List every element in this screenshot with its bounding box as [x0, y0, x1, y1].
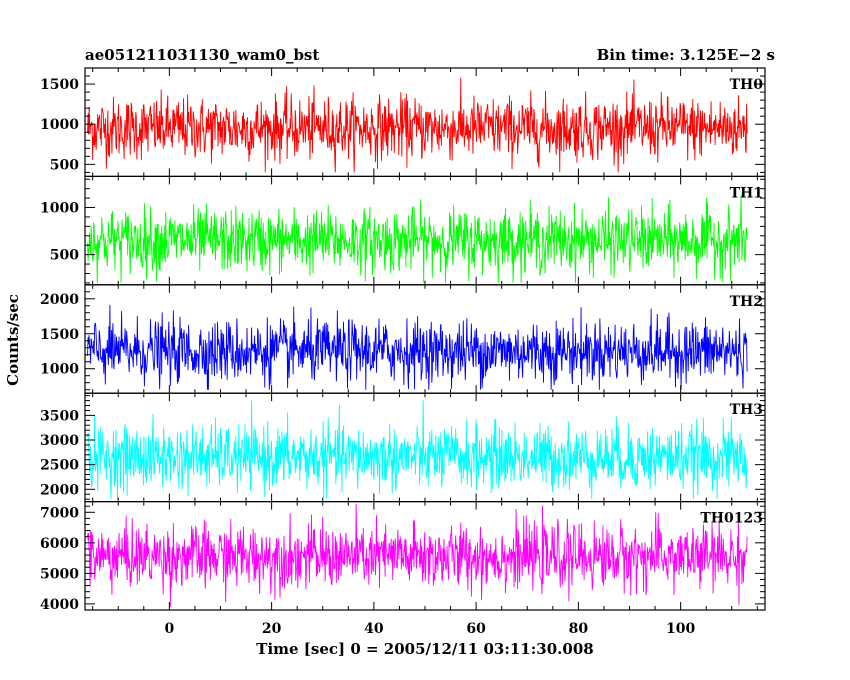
- x-axis-ticks: 0 20 40 60 80 100: [164, 621, 695, 637]
- y-tick-label: 500: [50, 157, 79, 173]
- panel-label-th0123: TH0123: [700, 511, 763, 527]
- y-tick-label: 1500: [40, 327, 79, 343]
- panel-th0: 500 1000 1500 TH0: [40, 67, 766, 178]
- chart-title-right: Bin time: 3.125E−2 s: [597, 46, 775, 64]
- x-axis-label: Time [sec] 0 = 2005/12/11 03:11:30.008: [256, 640, 593, 658]
- panel-label-th1: TH1: [730, 185, 763, 201]
- series-line-th2: [87, 304, 748, 390]
- x-tick-label: 60: [466, 621, 486, 637]
- panel-th1: 500 1000 TH1: [40, 175, 766, 286]
- y-tick-label: 6000: [40, 536, 79, 552]
- x-tick-label: 40: [364, 621, 384, 637]
- y-axis-label: Counts/sec: [4, 294, 22, 386]
- panel-label-th3: TH3: [730, 402, 763, 418]
- y-tick-label: 500: [50, 248, 79, 264]
- series-line-th0: [87, 77, 748, 173]
- y-tick-label: 2500: [40, 458, 79, 474]
- series-line-th1: [87, 194, 748, 283]
- panel-th3: 2000 2500 3000 3500 TH3: [40, 392, 766, 503]
- x-tick-label: 0: [164, 621, 174, 637]
- panel-th2: 1000 1500 2000 TH2: [40, 284, 766, 394]
- y-tick-label: 3000: [40, 433, 79, 449]
- y-tick-label: 7000: [40, 505, 79, 521]
- y-tick-label: 1000: [40, 201, 79, 217]
- y-tick-label: 1000: [40, 117, 79, 133]
- series-line-th3: [87, 400, 748, 500]
- chart-title-left: ae051211031130_wam0_bst: [85, 46, 319, 64]
- x-tick-label: 20: [262, 621, 282, 637]
- x-tick-label: 100: [666, 621, 695, 637]
- panels-group: 500 1000 1500 TH0 500 1000 TH1 1000 1500 2000 TH2 2…: [40, 67, 766, 613]
- panel-label-th0: TH0: [730, 77, 764, 93]
- x-tick-label: 80: [569, 621, 589, 637]
- y-tick-label: 3500: [40, 408, 79, 424]
- y-tick-label: 2000: [40, 292, 79, 308]
- y-tick-label: 5000: [40, 566, 79, 582]
- y-tick-label: 1000: [40, 362, 79, 378]
- panel-th0123: 4000 5000 6000 7000 TH0123: [40, 501, 766, 613]
- y-tick-label: 1500: [40, 77, 79, 93]
- panel-label-th2: TH2: [730, 294, 763, 310]
- series-line-th0123: [87, 503, 748, 607]
- y-tick-label: 2000: [40, 482, 79, 498]
- y-tick-label: 4000: [40, 597, 79, 613]
